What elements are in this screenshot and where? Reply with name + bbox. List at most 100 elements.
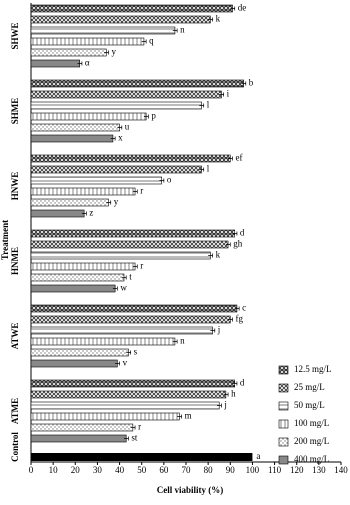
x-tick-label: 20 <box>71 465 81 475</box>
value-label: h <box>231 389 236 399</box>
value-label: de <box>238 3 247 13</box>
value-label: fg <box>236 314 244 324</box>
bar <box>30 4 233 13</box>
x-tick-label: 0 <box>29 465 34 475</box>
error-bar <box>234 306 240 311</box>
legend-swatch <box>278 437 289 447</box>
error-bar <box>177 414 182 419</box>
error-bar <box>208 17 213 22</box>
error-bar <box>241 81 247 86</box>
error-bar <box>124 436 129 441</box>
x-tick-label: 70 <box>182 465 192 475</box>
legend-label: 25 mg/L <box>294 382 325 392</box>
y-tick-label: HNWE <box>10 172 20 201</box>
value-label: l <box>207 100 210 110</box>
error-bar <box>126 350 131 355</box>
value-label: k <box>216 250 221 260</box>
bar <box>30 15 211 24</box>
bar <box>30 390 227 399</box>
legend-swatch <box>278 455 289 465</box>
bar <box>30 176 162 185</box>
bar <box>30 229 236 238</box>
error-bar <box>228 156 233 161</box>
error-bar <box>219 92 224 97</box>
value-label: j <box>217 325 221 335</box>
y-tick-label: ATME <box>10 398 20 424</box>
error-bar <box>225 242 231 247</box>
x-tick-label: 10 <box>49 465 59 475</box>
value-label: r <box>140 186 143 196</box>
error-bar <box>172 339 178 344</box>
x-tick-label: 30 <box>93 465 103 475</box>
value-label: c <box>242 303 246 313</box>
value-label: p <box>151 111 156 121</box>
bar <box>30 251 211 260</box>
x-tick-label: 100 <box>246 465 260 475</box>
x-axis-label: Cell viability (%) <box>157 485 224 495</box>
error-bar <box>104 50 109 55</box>
error-bar <box>232 381 238 386</box>
bar <box>30 240 229 249</box>
error-bar <box>132 189 138 194</box>
x-tick-label: 110 <box>268 465 282 475</box>
error-bar <box>132 264 138 269</box>
bar <box>30 348 129 357</box>
value-label: w <box>120 283 127 293</box>
error-bar <box>141 39 147 44</box>
error-bar <box>228 317 233 322</box>
bar <box>30 26 176 35</box>
value-label: d <box>240 228 245 238</box>
value-label: d <box>240 378 245 388</box>
bar <box>30 165 202 174</box>
legend-label: 50 mg/L <box>294 400 325 410</box>
value-label: x <box>118 133 123 143</box>
legend-label: 100 mg/L <box>294 418 329 428</box>
error-bar <box>172 28 178 33</box>
bar <box>30 359 118 368</box>
value-label: st <box>131 433 138 443</box>
value-label: n <box>180 25 185 35</box>
error-bar <box>199 103 205 108</box>
value-label: q <box>149 36 154 46</box>
value-label: y <box>112 47 117 57</box>
x-tick-label: 50 <box>137 465 147 475</box>
y-tick-label: SHWE <box>10 22 20 49</box>
y-tick-label: Control <box>10 432 20 462</box>
bar <box>30 112 147 121</box>
error-bar <box>112 286 118 291</box>
bar <box>30 187 136 196</box>
y-tick-label: SHME <box>10 98 20 125</box>
value-label: y <box>114 197 119 207</box>
legend-swatch <box>278 365 289 375</box>
value-label: ef <box>236 153 243 163</box>
error-bar <box>110 136 116 141</box>
bar <box>30 423 134 432</box>
x-tick-label: 90 <box>226 465 236 475</box>
error-bar <box>159 178 165 183</box>
value-label: α <box>85 58 90 68</box>
error-bar <box>143 114 149 119</box>
bar <box>30 90 222 99</box>
bar <box>30 315 231 324</box>
bar <box>30 434 127 443</box>
error-bar <box>121 275 127 280</box>
legend-swatch <box>278 401 289 411</box>
error-bar <box>81 211 87 216</box>
error-bar <box>232 231 238 236</box>
bar <box>30 379 236 388</box>
error-bar <box>130 425 136 430</box>
value-label: a <box>256 451 260 461</box>
x-tick-label: 80 <box>204 465 214 475</box>
error-bar <box>106 200 112 205</box>
x-tick-label: 40 <box>115 465 125 475</box>
legend-label: 12.5 mg/L <box>294 364 332 374</box>
value-label: n <box>180 336 185 346</box>
bar <box>30 37 145 46</box>
bar <box>30 273 125 282</box>
value-label: v <box>123 358 128 368</box>
bar <box>30 262 136 271</box>
value-label: r <box>140 261 143 271</box>
value-label: t <box>129 272 132 282</box>
error-bar <box>199 167 205 172</box>
